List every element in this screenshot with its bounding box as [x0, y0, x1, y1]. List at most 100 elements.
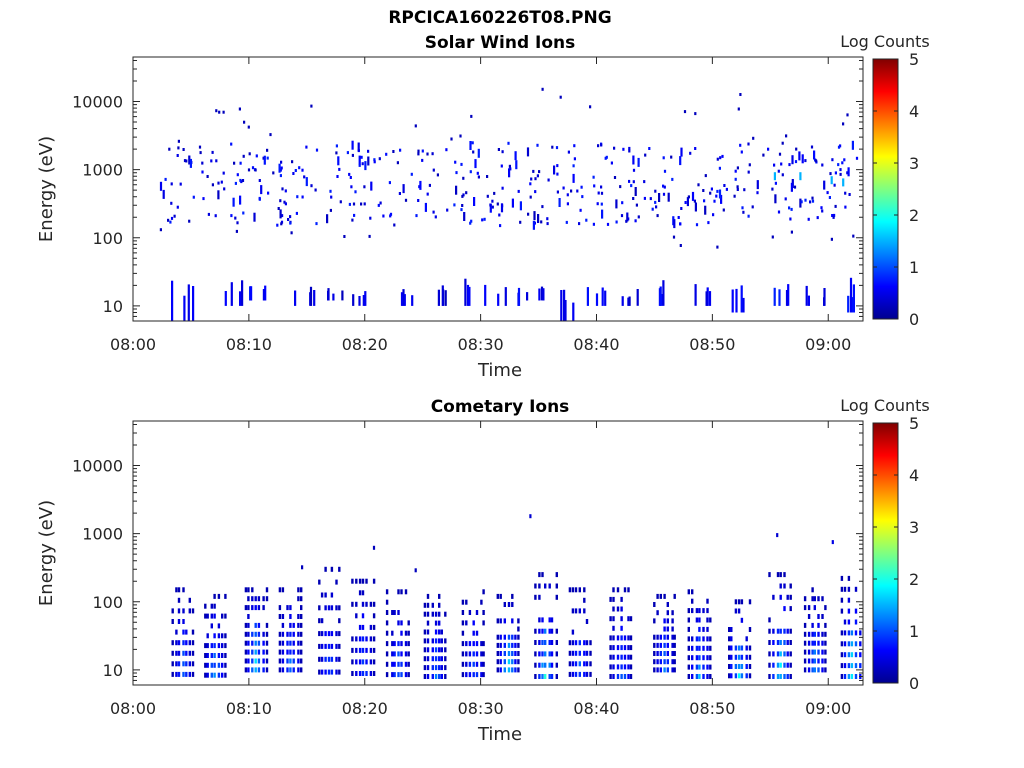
heatmap-cell	[694, 147, 697, 150]
heatmap-cell	[393, 223, 396, 227]
heatmap-cell	[637, 215, 640, 219]
heatmap-cell	[833, 183, 836, 187]
heatmap-cell	[213, 593, 216, 599]
heatmap-cell	[627, 664, 630, 670]
heatmap-cell	[702, 608, 705, 614]
heatmap-cell	[444, 638, 447, 644]
heatmap-cell	[548, 640, 551, 645]
heatmap-cell	[355, 636, 358, 642]
heatmap-cell	[634, 219, 637, 223]
heatmap-cell	[663, 659, 666, 665]
heatmap-cell	[286, 667, 289, 673]
heatmap-cell	[297, 587, 300, 593]
heatmap-cell	[461, 620, 465, 626]
heatmap-cell	[673, 667, 676, 673]
heatmap-cell	[840, 641, 844, 647]
heatmap-cell	[179, 182, 182, 186]
heatmap-cell	[576, 189, 579, 193]
heatmap-cell	[534, 583, 537, 589]
heatmap-cell	[847, 597, 851, 603]
heatmap-cell	[338, 605, 341, 611]
heatmap-cell	[232, 197, 235, 207]
heatmap-cell	[583, 661, 586, 667]
heatmap-cell	[475, 651, 479, 657]
heatmap-cell	[548, 662, 551, 668]
heatmap-cell	[751, 205, 754, 209]
heatmap-cell	[217, 672, 221, 678]
heatmap-cell	[262, 658, 265, 664]
heatmap-cell	[739, 93, 742, 96]
heatmap-cell	[397, 620, 400, 626]
heatmap-cell	[787, 284, 790, 306]
heatmap-cell	[300, 587, 303, 593]
heatmap-cell	[722, 208, 725, 212]
heatmap-cell	[550, 674, 554, 679]
heatmap-cell	[343, 235, 346, 238]
heatmap-cell	[269, 133, 272, 137]
heatmap-cell	[687, 674, 690, 679]
heatmap-cell	[446, 208, 449, 212]
heatmap-cell	[778, 289, 781, 306]
heatmap-cell	[402, 184, 405, 194]
heatmap-cell	[743, 188, 746, 192]
heatmap-cell	[583, 640, 586, 646]
heatmap-cell	[839, 168, 842, 172]
heatmap-cell	[702, 645, 705, 651]
heatmap-cell	[851, 297, 855, 313]
heatmap-cell	[335, 656, 338, 662]
heatmap-cell	[809, 200, 812, 204]
heatmap-cell	[230, 142, 233, 146]
heatmap-cell	[444, 611, 447, 617]
heatmap-cell	[431, 647, 434, 653]
heatmap-cell	[472, 641, 475, 647]
heatmap-cell	[272, 171, 275, 175]
heatmap-cell	[289, 221, 292, 225]
heatmap-cell	[185, 629, 188, 635]
heatmap-cell	[314, 188, 317, 192]
heatmap-cell	[324, 656, 327, 662]
heatmap-cell	[351, 140, 354, 150]
heatmap-cell	[691, 608, 694, 614]
heatmap-cell	[438, 674, 441, 679]
heatmap-cell	[177, 146, 180, 150]
heatmap-cell	[811, 658, 814, 664]
heatmap-cell	[663, 634, 666, 640]
heatmap-cell	[324, 566, 327, 572]
heatmap-cell	[804, 159, 807, 163]
heatmap-cell	[206, 613, 209, 619]
heatmap-cell	[538, 651, 541, 657]
heatmap-cell	[251, 596, 254, 602]
heatmap-cell	[468, 651, 472, 657]
heatmap-cell	[236, 173, 239, 177]
heatmap-cell	[257, 596, 261, 602]
heatmap-cell	[630, 184, 633, 188]
heatmap-cell	[461, 610, 465, 615]
heatmap-cell	[778, 152, 782, 156]
heatmap-cell	[440, 629, 443, 635]
heatmap-cell	[224, 633, 227, 639]
heatmap-cell	[597, 144, 600, 148]
heatmap-cell	[213, 662, 216, 668]
heatmap-cell	[400, 661, 403, 667]
heatmap-cell	[389, 212, 393, 216]
heatmap-cell	[653, 634, 656, 640]
heatmap-cell	[426, 620, 430, 626]
heatmap-cell	[297, 622, 300, 628]
heatmap-cell	[251, 649, 254, 655]
heatmap-cell	[294, 290, 297, 306]
heatmap-cell	[671, 610, 674, 616]
heatmap-cell	[499, 651, 502, 656]
heatmap-cell	[499, 224, 502, 228]
heatmap-cell	[666, 651, 669, 656]
heatmap-cell	[391, 672, 394, 678]
heatmap-cell	[330, 631, 334, 637]
heatmap-cell	[300, 631, 303, 637]
heatmap-cell	[217, 633, 221, 639]
heatmap-cell	[663, 618, 666, 624]
heatmap-cell	[816, 216, 819, 220]
heatmap-cell	[740, 654, 744, 660]
heatmap-cell	[514, 151, 517, 161]
heatmap-cell	[834, 171, 837, 175]
heatmap-cell	[628, 296, 631, 306]
panel-title: Cometary Ions	[431, 397, 570, 417]
